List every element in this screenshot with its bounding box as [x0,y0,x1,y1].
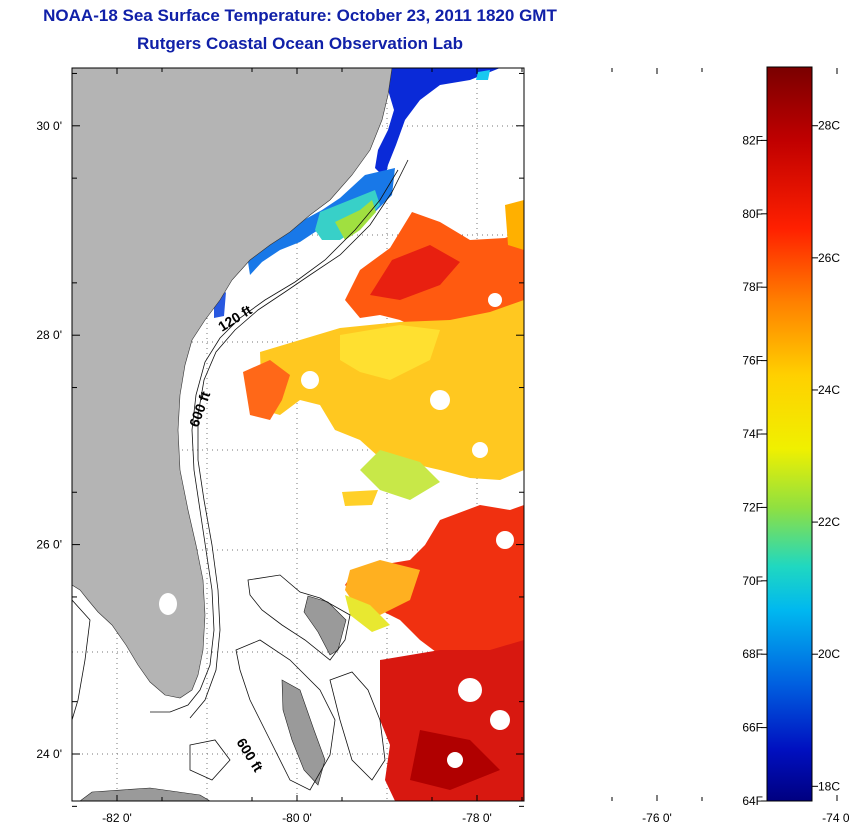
map-subtitle: Rutgers Coastal Ocean Observation Lab [137,34,463,53]
axis-ticks [71,68,838,807]
map-frame [71,67,525,802]
x-tick-label: -80 0' [282,811,312,825]
colorbar-f-label: 76F [742,354,763,368]
y-tick-label: 28 0' [36,328,62,342]
x-tick-label: -78 0' [462,811,492,825]
x-tick-label: -82 0' [102,811,132,825]
map-panel: 120 ft 600 ft 600 ft [71,67,525,802]
colorbar-f-label: 80F [742,207,763,221]
colorbar-celsius-labels: 28C 26C 24C 22C 20C 18C [818,119,840,794]
colorbar-c-label: 28C [818,119,840,133]
y-axis-tick-labels: 36 0'34 0'32 0'30 0'28 0'26 0'24 0' [36,119,62,761]
colorbar-fahrenheit-labels: 82F 80F 78F 76F 74F 72F 70F 68F 66F 64F [742,133,763,808]
cloud-mask [301,293,514,768]
colorbar-f-label: 64F [742,794,763,808]
colorbar-f-label: 66F [742,721,763,735]
lake-okeechobee [159,593,177,615]
y-tick-label: 24 0' [36,747,62,761]
isobath-contours [72,159,409,791]
colorbar-f-label: 78F [742,280,763,294]
colorbar-f-label: 70F [742,574,763,588]
y-tick-label: 30 0' [36,119,62,133]
x-tick-label: -74 0' [822,811,849,825]
sst-cold-patches [214,68,500,318]
colorbar-c-label: 20C [818,647,840,661]
colorbar-c-label: 18C [818,779,840,793]
x-tick-label: -76 0' [642,811,672,825]
colorbar-f-label: 72F [742,500,763,514]
colorbar-c-label: 24C [818,383,840,397]
colorbar-f-label: 68F [742,647,763,661]
colorbar-c-label: 26C [818,251,840,265]
colorbar-f-label: 74F [742,427,763,441]
colorbar-c-label: 22C [818,515,840,529]
x-axis-tick-labels: -82 0' -80 0' -78 0' -76 0' -74 0' [102,811,849,825]
land-mass [72,68,393,801]
map-title: NOAA-18 Sea Surface Temperature: October… [43,6,557,25]
y-tick-label: 26 0' [36,538,62,552]
temperature-colorbar: 82F 80F 78F 76F 74F 72F 70F 68F 66F 64F 28C 26C 24C… [742,66,840,808]
colorbar-ticks [761,125,818,802]
colorbar-f-label: 82F [742,133,763,147]
colorbar-scale [766,66,813,802]
sst-warm-patches [243,200,524,801]
